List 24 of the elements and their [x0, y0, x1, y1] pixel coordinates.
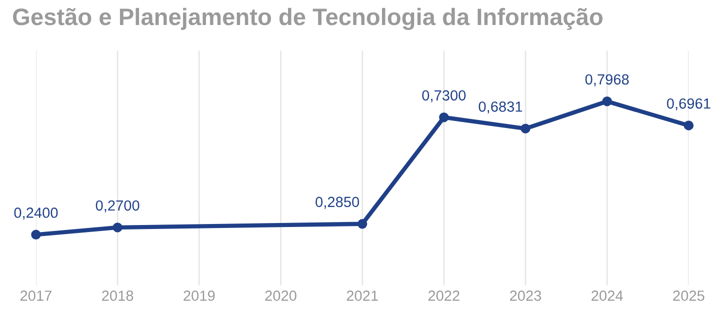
- x-tick-label: 2019: [184, 290, 215, 301]
- x-tick-label: 2018: [102, 290, 134, 301]
- x-tick-label: 2023: [510, 290, 542, 301]
- x-tick-label: 2025: [673, 290, 704, 301]
- data-label: 0,7968: [585, 74, 629, 86]
- data-label: 0,6831: [478, 101, 522, 114]
- x-tick-label: 2017: [20, 290, 52, 301]
- point: [684, 120, 694, 130]
- point: [112, 222, 122, 232]
- chart-title: Gestão e Planejamento de Tecnologia da Informação: [13, 8, 602, 30]
- data-label: 0,2850: [316, 196, 360, 209]
- x-tick-label: 2020: [265, 290, 296, 301]
- point: [31, 230, 41, 240]
- data-label: 0,2400: [14, 208, 58, 220]
- data-label: 0,6961: [666, 98, 710, 110]
- x-tick-label: 2024: [592, 290, 623, 301]
- x-tick-label: 2021: [346, 290, 378, 301]
- data-label: 0,7300: [422, 90, 466, 102]
- x-tick-label: 2022: [428, 290, 460, 301]
- point: [520, 124, 530, 134]
- data-label: 0,2700: [96, 200, 140, 212]
- point: [357, 219, 368, 229]
- point: [602, 96, 612, 106]
- point: [439, 112, 449, 122]
